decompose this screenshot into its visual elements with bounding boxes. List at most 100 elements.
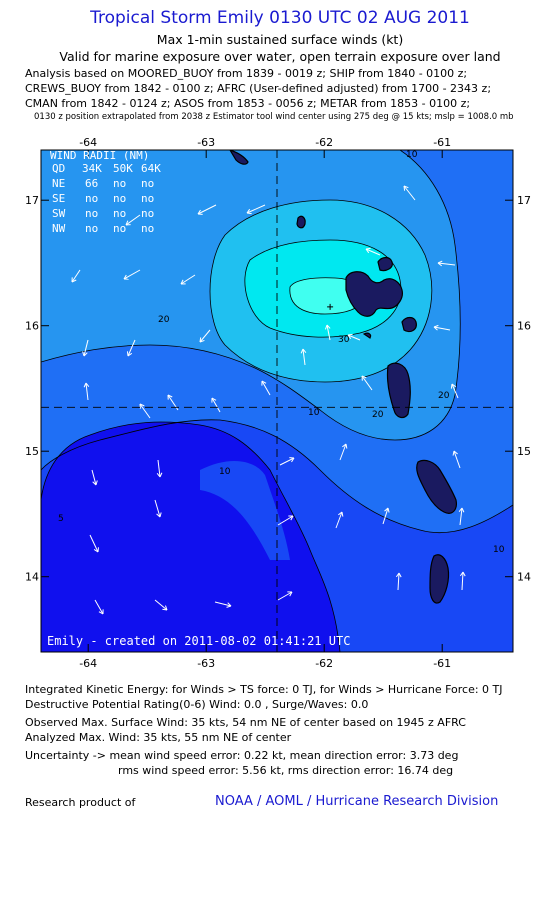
analyzed-max-wind: Analyzed Max. Wind: 35 kts, 55 nm NE of … <box>25 731 292 744</box>
contour-label: 10 <box>493 545 505 555</box>
contour-label: 10 <box>308 408 320 418</box>
contour-label: 20 <box>438 391 450 401</box>
wind-field-map: -64 -64 -63 -63 -62 -62 -61 -61 17 17 16 16 15 15 14 14… <box>25 136 531 670</box>
storm-center-marker <box>327 303 334 310</box>
lat-tick-label-right: 15 <box>517 445 531 458</box>
axis-ticks <box>41 150 513 652</box>
island-stlucia <box>429 554 450 604</box>
wind-vector-arrow <box>211 397 221 413</box>
wind-vector-arrow <box>459 571 466 591</box>
dpr-line: Destructive Potential Rating(0-6) Wind: … <box>25 698 369 711</box>
wind-radii-cell: no <box>113 222 126 235</box>
lat-tick-label-left: 17 <box>25 194 39 207</box>
wind-vector-arrow <box>156 459 163 478</box>
wind-radii-cell: no <box>113 177 126 190</box>
wind-vector-arrow <box>347 333 361 341</box>
wind-radii-cell: no <box>113 192 126 205</box>
contour-label: 30 <box>338 335 350 345</box>
lon-tick-label-top: -62 <box>315 136 333 149</box>
chart-title: Tropical Storm Emily 0130 UTC 02 AUG 201… <box>90 8 470 28</box>
wind-vector-arrow <box>437 260 456 267</box>
wind-vector-arrow <box>214 601 232 608</box>
lat-tick-label-left: 15 <box>25 445 39 458</box>
validity-note: Valid for marine exposure over water, op… <box>59 49 501 64</box>
analysis-line: CREWS_BUOY from 1842 - 0100 z; AFRC (Use… <box>25 82 492 95</box>
wind-vector-arrow <box>277 515 294 526</box>
island-guadeloupe <box>345 271 403 317</box>
wind-radii-cell: SE <box>52 192 65 205</box>
wind-vector-arrow <box>382 507 390 525</box>
wind-vector-arrow <box>279 457 295 466</box>
wind-vector-arrow <box>277 591 293 601</box>
contour-labels: 30 20 20 20 10 10 10 10 5 <box>58 150 505 555</box>
island-martinique <box>416 459 457 514</box>
wind-radii-cell: 66 <box>85 177 98 190</box>
extrapolation-note: 0130 z position extrapolated from 2038 z… <box>34 112 514 122</box>
contour-label: 10 <box>406 150 418 160</box>
wind-vector-arrow <box>300 348 307 366</box>
wind-vector-arrow <box>123 269 141 280</box>
wind-radii-cell: no <box>113 207 126 220</box>
wind-vector-arrow <box>335 511 344 529</box>
wind-vector-arrow <box>89 534 99 553</box>
lon-tick-label-top: -61 <box>433 136 451 149</box>
uncertainty-mean: Uncertainty -> mean wind speed error: 0.… <box>25 749 459 762</box>
lon-tick-label-top: -63 <box>197 136 215 149</box>
lon-tick-label-bottom: -61 <box>433 657 451 670</box>
island-antigua <box>377 256 393 272</box>
wind-radii-cell: no <box>141 207 154 220</box>
wind-vector-arrow <box>94 599 104 615</box>
wind-vector-arrow <box>82 339 89 357</box>
lat-tick-label-right: 14 <box>517 571 531 584</box>
contour-band-10 <box>200 460 290 560</box>
wind-vector-arrow <box>180 274 196 285</box>
lat-tick-label-left: 14 <box>25 571 39 584</box>
wind-vector-arrow <box>199 329 211 343</box>
wind-vector-arrow <box>91 469 98 486</box>
wind-radii-title: WIND RADII (NM) <box>50 149 149 162</box>
analysis-line: CMAN from 1842 - 0124 z; ASOS from 1853 … <box>25 97 471 110</box>
map-credit: Emily - created on 2011-08-02 01:41:21 U… <box>47 634 350 648</box>
wind-radii-cell: no <box>141 192 154 205</box>
wind-vector-arrow <box>403 185 416 201</box>
storm-center-crosshair <box>41 150 513 652</box>
wind-vector-arrow <box>361 375 373 391</box>
island-outlines <box>229 150 457 604</box>
island-lessaintes <box>362 332 372 339</box>
wind-vector-arrow <box>154 599 168 611</box>
lon-tick-label-bottom: -64 <box>79 657 97 670</box>
ike-line: Integrated Kinetic Energy: for Winds > T… <box>25 683 503 696</box>
wind-vector-arrow <box>395 572 402 591</box>
wind-vector-arrow <box>125 214 141 226</box>
lon-tick-label-bottom: -63 <box>197 657 215 670</box>
axis-tick-labels: -64 -64 -63 -63 -62 -62 -61 -61 17 17 16 16 15 15 14 14 <box>25 136 531 670</box>
contour-band-35 <box>289 277 364 314</box>
uncertainty-rms: rms wind speed error: 5.56 kt, rms direc… <box>118 764 454 777</box>
wind-radii-header: 50K <box>113 162 133 175</box>
wind-radii-cell: NE <box>52 177 65 190</box>
contour-label: 10 <box>219 467 231 477</box>
observed-max-wind: Observed Max. Surface Wind: 35 kts, 54 n… <box>25 716 466 729</box>
wind-radii-cell: SW <box>52 207 66 220</box>
wind-radii-table: WIND RADII (NM) QD 34K 50K 64K NE 66 no no SE no n… <box>50 149 161 235</box>
wind-radii-header: 64K <box>141 162 161 175</box>
wind-radii-cell: NW <box>52 222 66 235</box>
contour-label: 20 <box>158 315 170 325</box>
footer-organization: NOAA / AOML / Hurricane Research Divisio… <box>215 794 499 809</box>
wind-vector-arrow <box>458 507 465 526</box>
wind-radii-cell: no <box>141 222 154 235</box>
wind-vector-arrow <box>246 204 266 215</box>
wind-radii-header: QD <box>52 162 65 175</box>
wind-vector-arrow <box>154 499 162 518</box>
island-montserrat <box>296 215 306 229</box>
wind-vector-arrow <box>139 403 151 419</box>
wind-vector-arrow <box>450 383 459 399</box>
lon-tick-label-top: -64 <box>79 136 97 149</box>
island-dominica <box>386 362 411 419</box>
island-stkitts <box>229 150 249 165</box>
contour-label: 20 <box>372 410 384 420</box>
analysis-line: Analysis based on MOORED_BUOY from 1839 … <box>25 67 468 80</box>
wind-vector-arrow <box>452 450 461 469</box>
wind-radii-cell: no <box>141 177 154 190</box>
wind-vector-arrow <box>126 339 136 357</box>
